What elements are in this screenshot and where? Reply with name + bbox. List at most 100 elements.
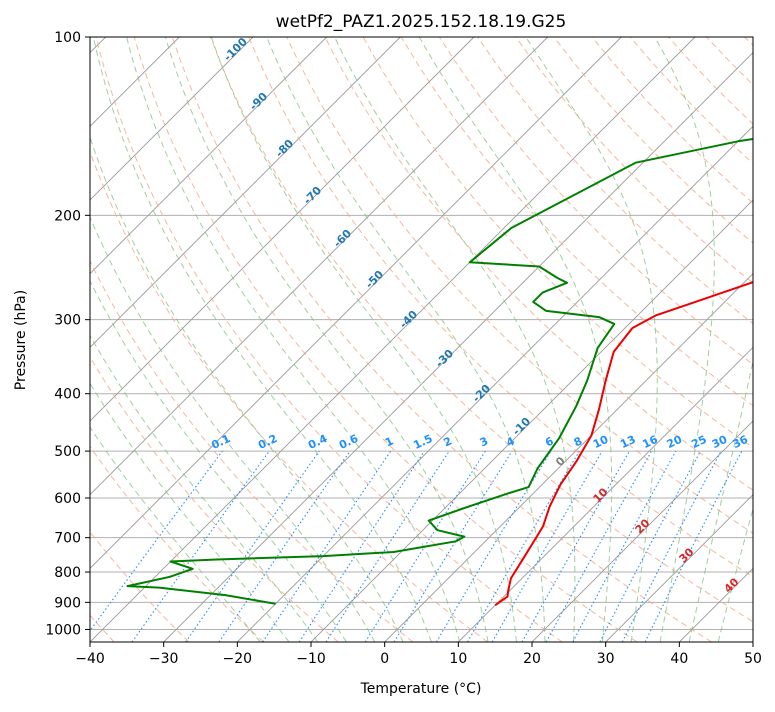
y-tick-label: 200: [54, 208, 81, 224]
dry-adiabat-label: 20: [633, 516, 653, 536]
dry-adiabat-line: [134, 37, 637, 642]
x-tick-label: 20: [523, 651, 541, 667]
moist-adiabat-label: -60: [331, 227, 354, 250]
x-tick-label: 30: [597, 651, 615, 667]
x-tick-label: 50: [744, 651, 762, 667]
isotherm-line: [458, 37, 775, 642]
isotherm-line: [0, 37, 400, 642]
moist-adiabat-label: -100: [221, 35, 250, 64]
y-tick-label: 100: [54, 30, 81, 46]
y-tick-label: 1000: [45, 622, 81, 638]
mixing-ratio-label: 8: [572, 434, 584, 449]
dry-adiabats: [0, 37, 775, 642]
x-tick-label: −20: [223, 651, 253, 667]
mixing-ratio-label: 13: [618, 433, 637, 451]
dry-adiabat-line: [20, 37, 413, 642]
isotherm-line: [679, 37, 775, 642]
mixing-ratio-label: 1.5: [411, 432, 434, 452]
mixing-ratio-label: 3: [478, 434, 490, 449]
isobar-gridlines: [90, 37, 753, 629]
dry-adiabat-label: 30: [677, 545, 697, 565]
mixing-ratio-line: [546, 451, 651, 642]
moist-adiabat-line: [718, 37, 775, 642]
moist-adiabat-label: -30: [433, 347, 456, 370]
moist-adiabat-line: [93, 37, 431, 642]
moist-adiabat-label: -40: [397, 308, 420, 331]
y-tick-label: 300: [54, 313, 81, 329]
dry-adiabat-line: [0, 37, 338, 642]
isotherm-line: [164, 37, 769, 642]
moist-adiabat-line: [39, 37, 375, 642]
moist-adiabat-line: [689, 37, 775, 642]
moist-adiabat-line: [0, 37, 318, 642]
dry-adiabat-line: [707, 37, 775, 642]
moist-adiabats: [0, 37, 775, 642]
mixing-ratio-line: [263, 451, 391, 642]
dry-adiabat-line: [745, 37, 775, 642]
dry-adiabat-line: [0, 37, 264, 642]
y-axis-ticks: 100 200 300 400 500 600 700 800 900 1000: [45, 30, 90, 638]
moist-adiabat-label: -90: [247, 90, 270, 113]
isotherm-line: [0, 37, 548, 642]
mixing-ratio-label: 0.1: [209, 432, 232, 452]
moist-adiabat-line: [419, 37, 612, 642]
mixing-ratio-label: 0.4: [306, 432, 329, 452]
moist-adiabat-label: -10: [510, 415, 533, 438]
isotherm-line: [0, 37, 327, 642]
mixing-ratio-line: [299, 451, 424, 642]
moist-adiabat-label: -70: [301, 184, 324, 207]
dry-adiabat-line: [516, 37, 775, 642]
x-tick-label: −10: [296, 651, 326, 667]
chart-title: wetPf2_PAZ1.2025.152.18.19.G25: [276, 12, 567, 32]
x-tick-label: −30: [149, 651, 179, 667]
dry-adiabat-line: [58, 37, 488, 642]
moist-adiabat-label: -80: [273, 137, 296, 160]
skewed-isotherms: [0, 37, 775, 642]
moist-adiabat-line: [64, 37, 403, 642]
moist-adiabat-line: [0, 37, 260, 642]
dry-adiabat-label: 10: [591, 485, 611, 505]
mixing-ratio-label: 10: [591, 433, 611, 451]
dry-adiabat-line: [478, 37, 775, 642]
y-tick-label: 600: [54, 491, 81, 507]
mixing-ratio-label: 6: [543, 434, 556, 449]
mixing-ratio-label: 36: [731, 433, 751, 451]
isotherm-line: [385, 37, 775, 642]
mixing-ratio-line: [219, 451, 350, 642]
mixing-ratio-label: 20: [665, 433, 685, 451]
y-tick-label: 800: [54, 565, 81, 581]
mixing-ratio-label: 16: [640, 433, 660, 451]
mixing-ratio-label: 30: [710, 433, 730, 451]
x-tick-label: 10: [449, 651, 467, 667]
y-axis-label: Pressure (hPa): [13, 290, 29, 390]
x-axis-label: Temperature (°C): [360, 681, 482, 697]
mixing-ratio-line: [436, 451, 551, 642]
isotherm-line: [532, 37, 775, 642]
moist-adiabat-label: -20: [470, 382, 493, 405]
profile-series: [128, 37, 775, 605]
dry-adiabat-line: [96, 37, 562, 642]
dewpoint-profile-line: [128, 37, 775, 604]
y-tick-label: 400: [54, 387, 81, 403]
y-tick-label: 900: [54, 595, 81, 611]
x-tick-label: 40: [670, 651, 688, 667]
background-lines: [0, 37, 775, 642]
isotherm-line: [0, 37, 253, 642]
isotherm-line: [311, 37, 775, 642]
moist-adiabat-line: [211, 37, 516, 642]
isotherm-line: [16, 37, 621, 642]
mixing-ratio-label: 1: [383, 434, 395, 449]
mixing-ratio-lines: [82, 451, 742, 642]
isotherm-line: [237, 37, 775, 642]
mixing-ratio-line: [573, 451, 676, 642]
y-tick-label: 500: [54, 444, 81, 460]
mixing-ratio-label: 25: [689, 433, 708, 451]
x-tick-label: −40: [75, 651, 105, 667]
moist-adiabat-label: -50: [363, 268, 386, 291]
isotherm-line: [753, 37, 775, 642]
y-tick-label: 700: [54, 531, 81, 547]
